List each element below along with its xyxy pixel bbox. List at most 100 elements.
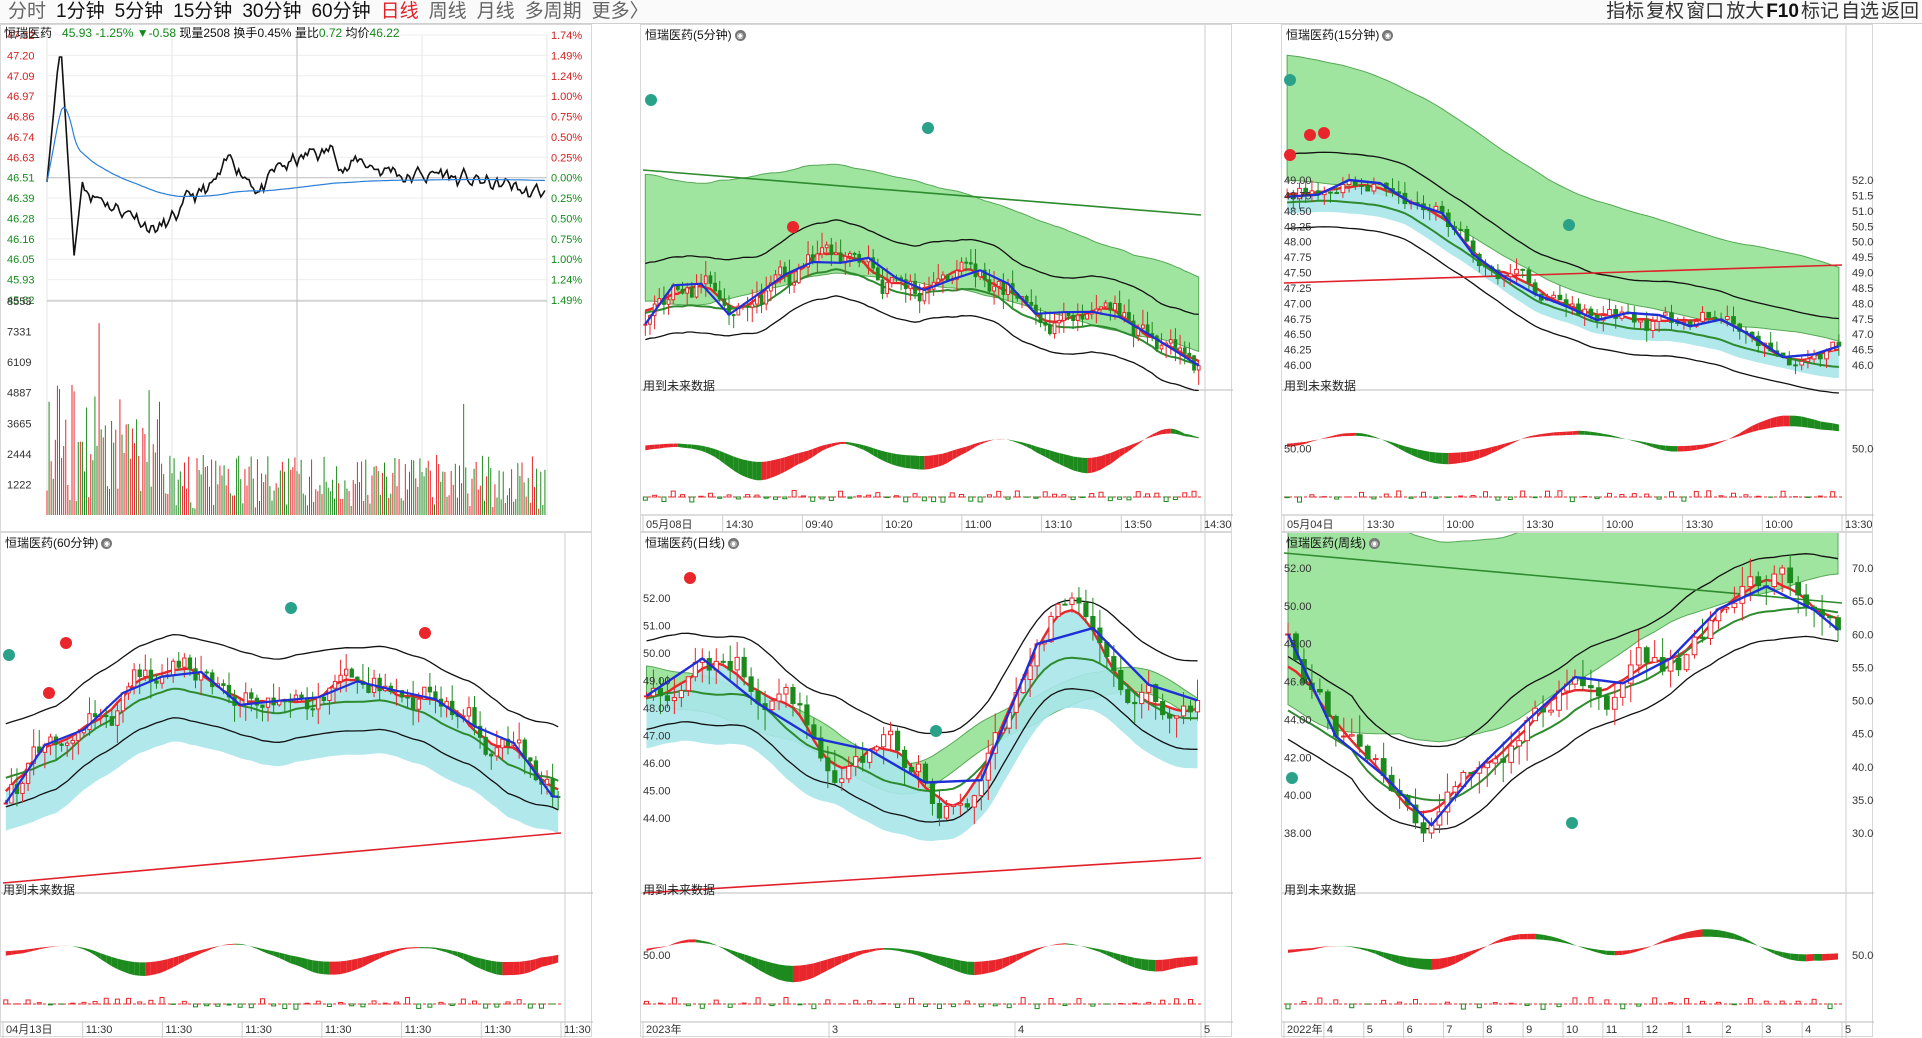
candle xyxy=(816,254,819,262)
period-tab-0[interactable]: 分时 xyxy=(4,1,52,23)
oscillator-ribbon xyxy=(1471,948,1479,955)
period-tab-10[interactable]: 更多〉 xyxy=(588,1,655,23)
period-tab-9[interactable]: 多周期 xyxy=(521,1,588,23)
oscillator-ribbon xyxy=(1016,952,1023,961)
options-icon[interactable]: ◉ xyxy=(735,30,746,41)
oscillator-ribbon xyxy=(1622,438,1628,439)
period-tab-7[interactable]: 周线 xyxy=(425,1,473,23)
candle xyxy=(322,697,325,700)
oscillator-ribbon xyxy=(89,949,95,955)
sub-bar xyxy=(690,497,694,502)
candle xyxy=(116,711,119,725)
sub-bar xyxy=(294,1004,298,1009)
sub-bar xyxy=(1764,1001,1768,1004)
oscillator-ribbon xyxy=(1647,945,1655,949)
candle xyxy=(723,299,726,305)
sub-bar xyxy=(48,1004,52,1005)
candle xyxy=(1335,193,1339,194)
time-axis-label: 3 xyxy=(1765,1024,1771,1036)
tool-button-0[interactable]: 指标 xyxy=(1605,1,1645,23)
signal-marker xyxy=(1284,74,1296,86)
oscillator-ribbon xyxy=(1655,941,1663,945)
tool-button-1[interactable]: 复权 xyxy=(1645,1,1685,23)
candle xyxy=(835,253,838,255)
oscillator-ribbon xyxy=(1185,434,1190,437)
time-axis-label: 14:30 xyxy=(1204,519,1232,531)
tool-button-5[interactable]: 标记 xyxy=(1800,1,1840,23)
period-tab-4[interactable]: 30分钟 xyxy=(238,1,307,23)
candle xyxy=(714,283,717,290)
time-axis-label: 14:30 xyxy=(726,519,754,531)
oscillator-ribbon xyxy=(39,947,45,949)
candle xyxy=(1360,185,1364,186)
oscillator-ribbon xyxy=(1051,944,1058,946)
signal-marker xyxy=(787,221,799,233)
oscillator-ribbon xyxy=(1439,957,1447,969)
options-icon[interactable]: ◉ xyxy=(1382,30,1393,41)
candle xyxy=(1161,702,1165,715)
candle xyxy=(1453,787,1458,793)
oscillator-ribbon xyxy=(1703,444,1709,449)
oscillator-ribbon xyxy=(948,451,953,463)
candle xyxy=(406,697,409,698)
price-axis-label: 49.50 xyxy=(1852,252,1874,264)
long-red-ma xyxy=(3,833,561,883)
options-icon[interactable]: ◉ xyxy=(728,538,739,549)
period-tab-3[interactable]: 15分钟 xyxy=(169,1,238,23)
period-tab-1[interactable]: 1分钟 xyxy=(52,1,111,23)
options-icon[interactable]: ◉ xyxy=(101,538,112,549)
price-axis-label: 50.50 xyxy=(1852,221,1874,233)
sub-bar xyxy=(1164,497,1168,502)
oscillator-ribbon xyxy=(246,945,252,947)
signal-marker xyxy=(930,725,942,737)
period-tab-8[interactable]: 月线 xyxy=(473,1,521,23)
oscillator-ribbon xyxy=(73,946,79,948)
sub-bar xyxy=(653,495,657,497)
period-tab-5[interactable]: 60分钟 xyxy=(307,1,376,23)
tool-button-6[interactable]: 自选 xyxy=(1840,1,1880,23)
candle xyxy=(1183,348,1186,353)
price-axis-label: 47.75 xyxy=(1284,252,1312,264)
oscillator-ribbon xyxy=(1059,453,1064,466)
candle xyxy=(1725,317,1729,320)
sub-bar xyxy=(138,1002,142,1004)
sub-bar xyxy=(658,1003,662,1004)
period-tab-2[interactable]: 5分钟 xyxy=(111,1,170,23)
pct-label: 1.49% xyxy=(551,295,582,307)
tool-button-2[interactable]: 窗口 xyxy=(1685,1,1725,23)
options-icon[interactable]: ◉ xyxy=(1369,538,1380,549)
tool-button-7[interactable]: 返回 xyxy=(1880,1,1920,23)
period-tab-6[interactable]: 日线 xyxy=(377,1,425,23)
oscillator-ribbon xyxy=(1022,442,1027,447)
oscillator-ribbon xyxy=(536,957,542,969)
sub-bar xyxy=(1716,1002,1720,1004)
tool-button-4[interactable]: F10 xyxy=(1765,1,1800,23)
oscillator-ribbon xyxy=(1017,441,1022,444)
pct-label: 1.74% xyxy=(551,30,582,42)
tool-button-3[interactable]: 放大 xyxy=(1725,1,1765,23)
oscillator-ribbon xyxy=(352,959,358,971)
oscillator-ribbon xyxy=(274,951,280,958)
time-axis-label: 6 xyxy=(1407,1024,1413,1036)
sub-bar xyxy=(82,1002,86,1004)
sub-bar xyxy=(1372,497,1376,499)
sub-bar xyxy=(1146,494,1150,497)
signal-marker xyxy=(1563,219,1575,231)
oscillator-ribbon xyxy=(748,460,753,479)
oscillator-ribbon xyxy=(1709,443,1715,448)
oscillator-ribbon xyxy=(1156,960,1163,972)
oscillator-ribbon xyxy=(1078,457,1083,473)
oscillator-ribbon xyxy=(1023,950,1030,957)
oscillator-ribbon xyxy=(1288,949,1296,953)
sub-bar xyxy=(1796,1001,1800,1004)
oscillator-ribbon xyxy=(413,947,419,948)
sub-bar xyxy=(1831,492,1835,497)
panel-title: 恒瑞医药(60分钟)◉ xyxy=(5,534,112,551)
